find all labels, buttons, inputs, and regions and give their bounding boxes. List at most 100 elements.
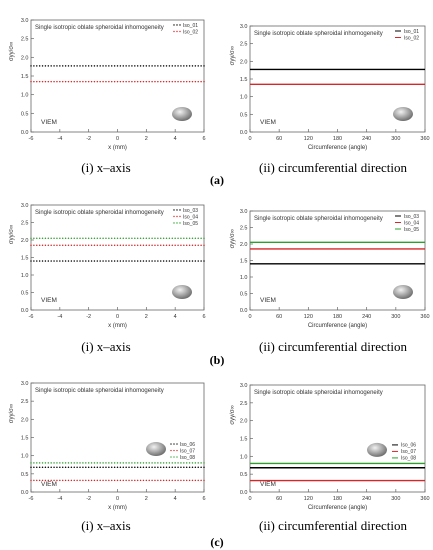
x-tick-label: 4 bbox=[174, 314, 177, 320]
row-label-c: (c) bbox=[210, 535, 224, 549]
data-point bbox=[87, 65, 90, 67]
data-point bbox=[122, 260, 125, 262]
data-point bbox=[134, 462, 136, 464]
data-point bbox=[148, 479, 150, 482]
x-tick-label: 180 bbox=[333, 136, 342, 142]
data-point bbox=[188, 65, 191, 67]
data-point bbox=[128, 466, 130, 469]
data-point bbox=[113, 260, 116, 262]
data-point bbox=[119, 80, 122, 83]
data-point bbox=[151, 462, 153, 464]
data-point bbox=[151, 244, 153, 246]
data-point bbox=[90, 237, 93, 239]
data-point bbox=[38, 466, 41, 469]
data-point bbox=[160, 462, 162, 464]
data-point bbox=[113, 80, 116, 83]
data-point bbox=[110, 462, 113, 464]
data-point bbox=[96, 65, 99, 67]
data-point bbox=[102, 466, 104, 469]
data-point bbox=[113, 237, 116, 239]
data-point bbox=[90, 65, 93, 67]
y-tick-label: 0.0 bbox=[21, 308, 29, 314]
chart-title: Single isotropic oblate spheroidal inhom… bbox=[35, 388, 164, 394]
x-tick-label: 0 bbox=[248, 496, 251, 502]
data-point bbox=[134, 65, 136, 67]
data-point bbox=[154, 80, 156, 83]
data-point bbox=[59, 80, 61, 83]
data-point bbox=[67, 462, 70, 464]
data-point bbox=[44, 80, 47, 83]
data-point bbox=[183, 466, 185, 469]
data-point bbox=[33, 462, 35, 464]
data-point bbox=[180, 237, 182, 239]
data-point bbox=[185, 80, 188, 83]
data-point bbox=[180, 65, 182, 67]
data-point bbox=[64, 65, 67, 67]
data-point bbox=[99, 479, 101, 482]
data-point bbox=[171, 80, 174, 83]
data-point bbox=[110, 244, 113, 246]
data-point bbox=[79, 237, 81, 239]
legend-swatch bbox=[170, 449, 172, 452]
data-point bbox=[59, 479, 61, 482]
data-point bbox=[168, 260, 171, 262]
data-point bbox=[59, 65, 61, 67]
x-tick-label: 180 bbox=[333, 314, 342, 320]
y-tick-label: 3.0 bbox=[240, 209, 248, 215]
x-axis-label: x (mm) bbox=[108, 145, 127, 151]
data-point bbox=[30, 237, 32, 239]
data-point bbox=[160, 479, 162, 482]
chart-title: Single isotropic oblate spheroidal inhom… bbox=[254, 390, 383, 396]
y-tick-label: 3.0 bbox=[21, 203, 29, 209]
plot-frame bbox=[249, 384, 426, 493]
data-point bbox=[96, 244, 99, 246]
data-point bbox=[197, 244, 199, 246]
y-tick-label: 2.5 bbox=[240, 42, 248, 48]
data-point bbox=[30, 462, 32, 464]
y-axis-label: σyy/σ∞ bbox=[9, 225, 15, 244]
chart-title: Single isotropic oblate spheroidal inhom… bbox=[254, 216, 383, 222]
data-point bbox=[142, 80, 145, 83]
data-point bbox=[73, 466, 75, 469]
data-point bbox=[157, 466, 159, 469]
data-point bbox=[38, 80, 41, 83]
data-point bbox=[188, 466, 191, 469]
chart-svg: -6 -4 -2 0 2 4 6 0.0 0.5 1.0 1.5 2.0 2.5 3.0 x (mm) σyy… bbox=[9, 381, 206, 511]
data-point bbox=[108, 65, 110, 67]
data-point bbox=[168, 65, 171, 67]
data-point bbox=[113, 244, 116, 246]
data-point bbox=[125, 237, 127, 239]
data-point bbox=[85, 260, 87, 262]
y-tick-label: 0.0 bbox=[240, 490, 248, 496]
data-point bbox=[131, 237, 133, 239]
chart-title: Single isotropic oblate spheroidal inhom… bbox=[35, 25, 164, 31]
data-point bbox=[162, 260, 165, 262]
data-point bbox=[41, 244, 44, 246]
legend-swatch bbox=[179, 24, 181, 26]
data-point bbox=[87, 260, 90, 262]
data-point bbox=[142, 466, 145, 469]
series-iso-02 bbox=[30, 80, 205, 83]
data-point bbox=[200, 466, 202, 469]
x-tick-label: 240 bbox=[362, 496, 371, 502]
data-point bbox=[131, 462, 133, 464]
data-point bbox=[171, 462, 174, 464]
y-tick-label: 0.5 bbox=[21, 291, 29, 297]
legend-label: Iso_01 bbox=[404, 29, 419, 35]
data-point bbox=[171, 479, 174, 482]
data-point bbox=[73, 260, 75, 262]
data-point bbox=[203, 237, 205, 239]
x-tick-label: 2 bbox=[145, 496, 148, 502]
data-point bbox=[73, 244, 75, 246]
legend-label: Iso_06 bbox=[401, 443, 416, 449]
legend-label: Iso_06 bbox=[180, 442, 195, 448]
data-point bbox=[44, 462, 47, 464]
data-point bbox=[44, 244, 47, 246]
data-point bbox=[99, 244, 101, 246]
data-point bbox=[87, 80, 90, 83]
data-point bbox=[99, 462, 101, 464]
data-point bbox=[79, 466, 81, 469]
data-point bbox=[116, 80, 119, 83]
data-point bbox=[125, 479, 127, 482]
data-point bbox=[76, 244, 78, 246]
